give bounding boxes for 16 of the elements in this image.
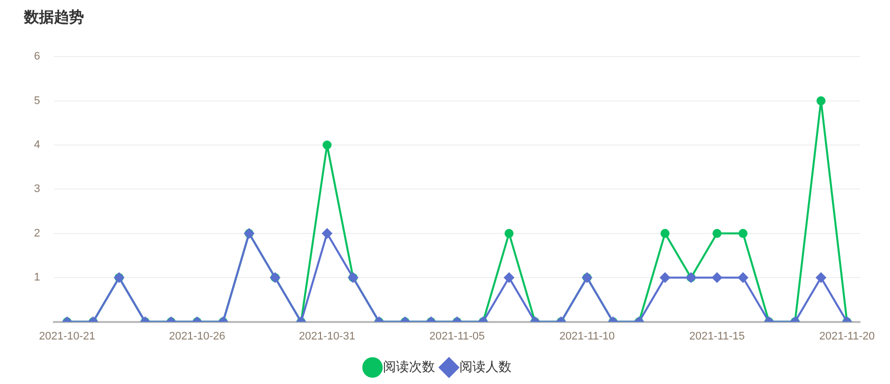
- legend-label: 阅读人数: [460, 359, 512, 374]
- x-tick-label: 2021-11-15: [689, 330, 745, 342]
- y-tick-label: 1: [34, 272, 40, 284]
- y-tick-label: 5: [34, 94, 40, 107]
- x-tick-label: 2021-11-20: [819, 330, 875, 342]
- x-tick-label: 2021-10-21: [38, 330, 96, 342]
- y-tick-label: 3: [34, 183, 40, 196]
- y-tick-label: 4: [34, 139, 40, 152]
- x-tick-label: 2021-11-10: [559, 330, 615, 342]
- x-tick-label: 2021-10-26: [168, 330, 226, 342]
- chart-title: 数据趋势: [24, 8, 84, 27]
- x-tick-label: 2021-10-31: [298, 330, 356, 342]
- y-tick-label: 2: [34, 227, 40, 240]
- legend-label: 阅读次数: [383, 359, 435, 374]
- y-tick-label: 6: [34, 50, 40, 63]
- x-tick-label: 2021-11-05: [429, 330, 485, 342]
